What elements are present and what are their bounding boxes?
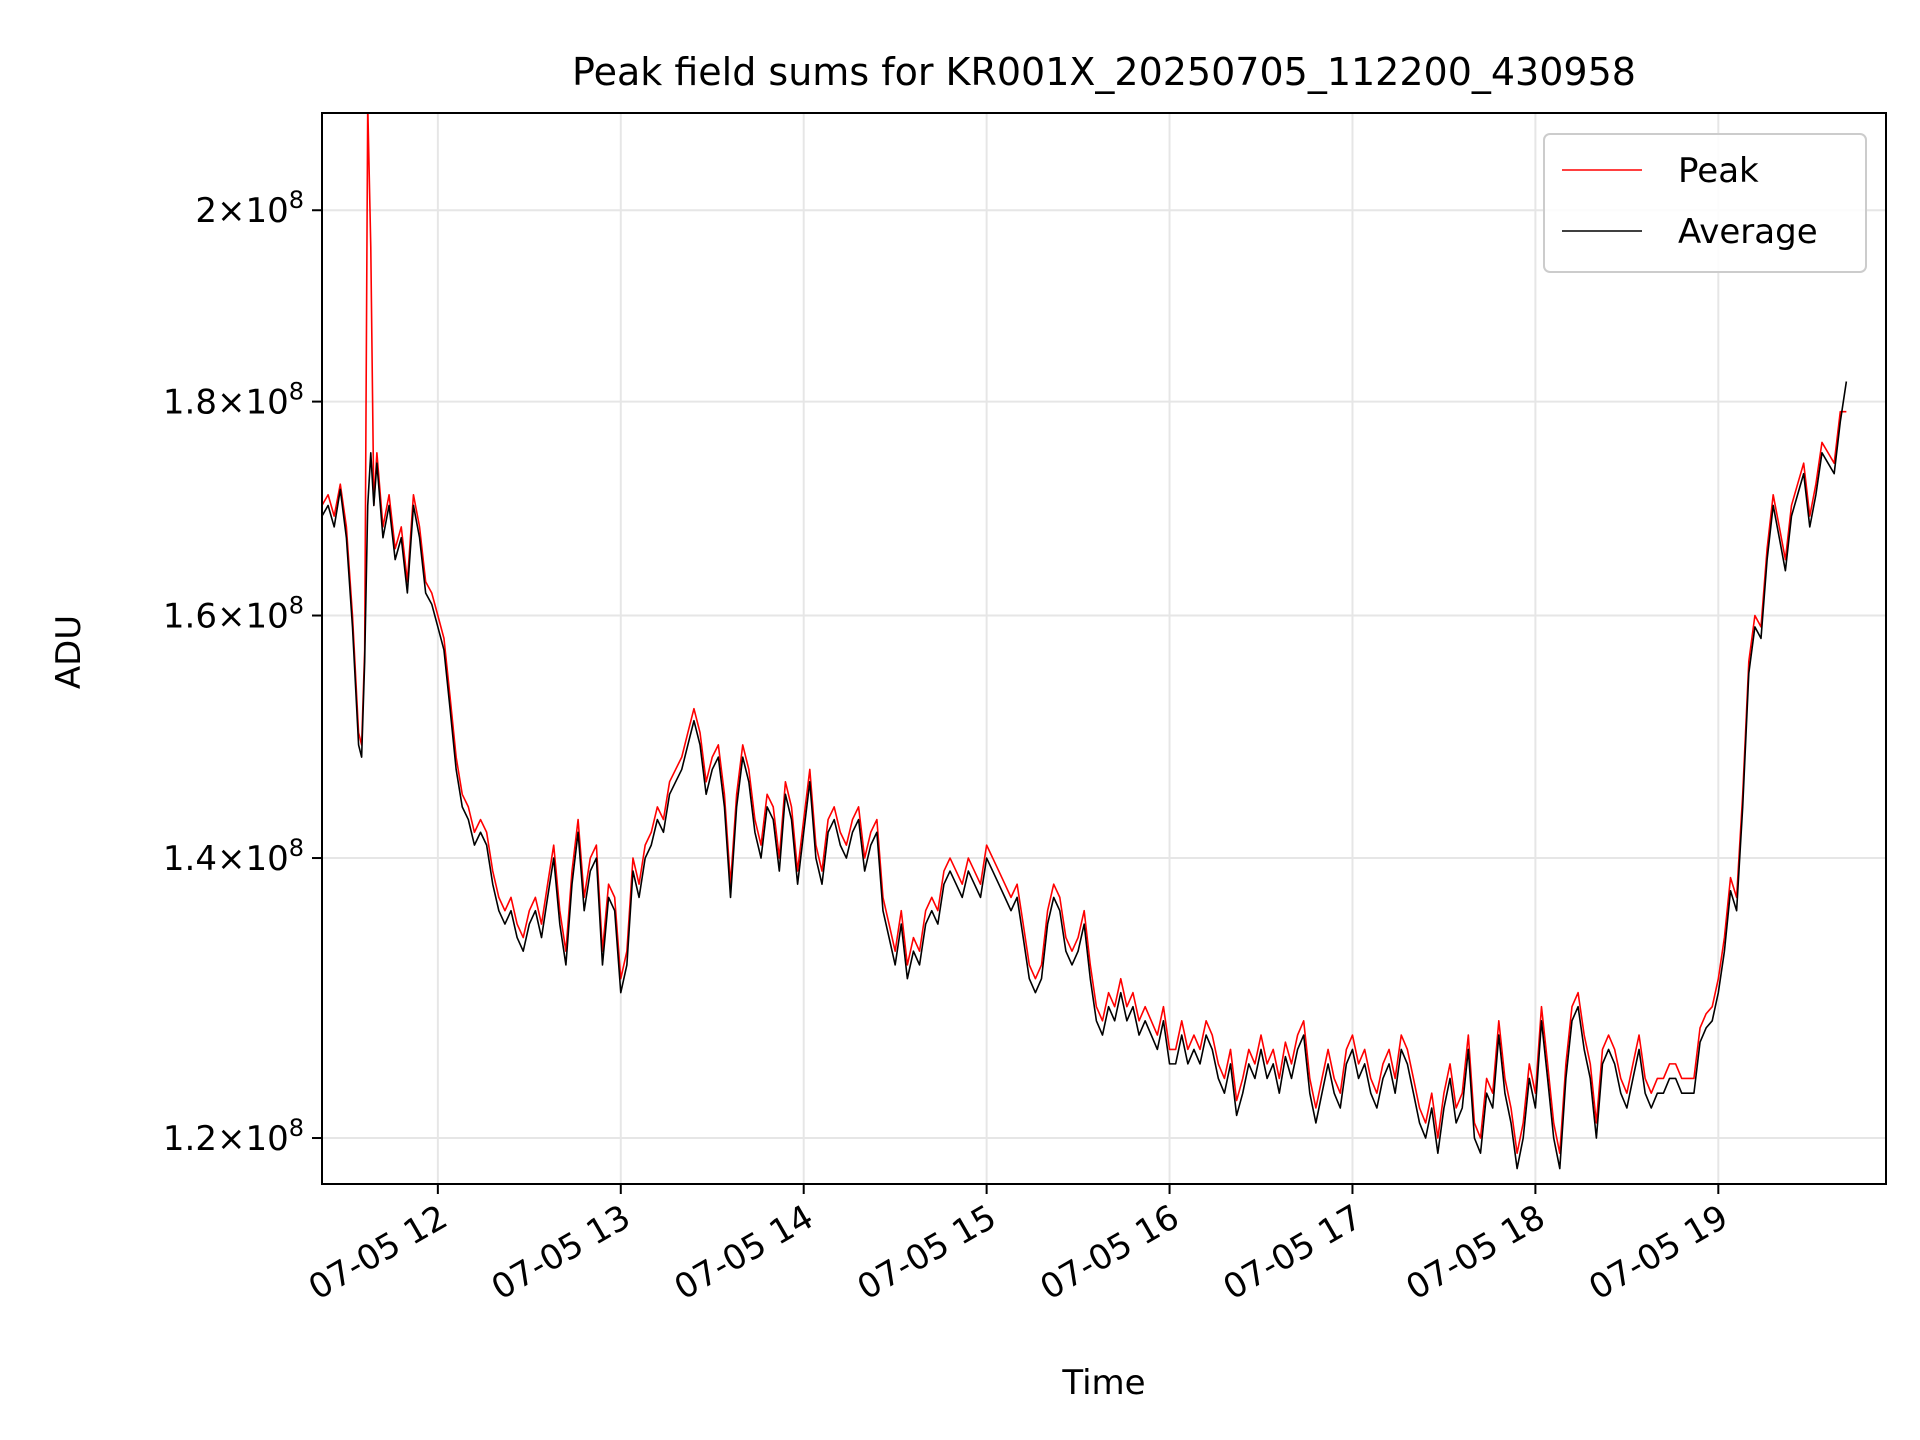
- legend: Peak Average: [1543, 133, 1867, 273]
- series-line-average: [322, 381, 1848, 1170]
- grid: [322, 113, 1886, 1184]
- y-tick-label: 1.8×108: [163, 378, 304, 423]
- chart-title: Peak field sums for KR001X_20250705_1122…: [572, 50, 1636, 94]
- legend-box: [1543, 133, 1867, 273]
- axes-frame: [321, 112, 1887, 1185]
- plot-lines: [322, 113, 1848, 1170]
- y-tick-label: 1.4×108: [163, 834, 304, 879]
- y-tick-label: 1.2×108: [163, 1114, 304, 1159]
- y-tick-label: 1.6×108: [163, 592, 304, 637]
- legend-average-label: Average: [1678, 212, 1818, 252]
- x-axis-label: Time: [1061, 1363, 1145, 1403]
- y-tick-label: 2×108: [195, 186, 304, 231]
- series-line-peak: [322, 113, 1847, 1155]
- legend-peak-label: Peak: [1678, 151, 1759, 191]
- y-axis-label: ADU: [49, 615, 89, 689]
